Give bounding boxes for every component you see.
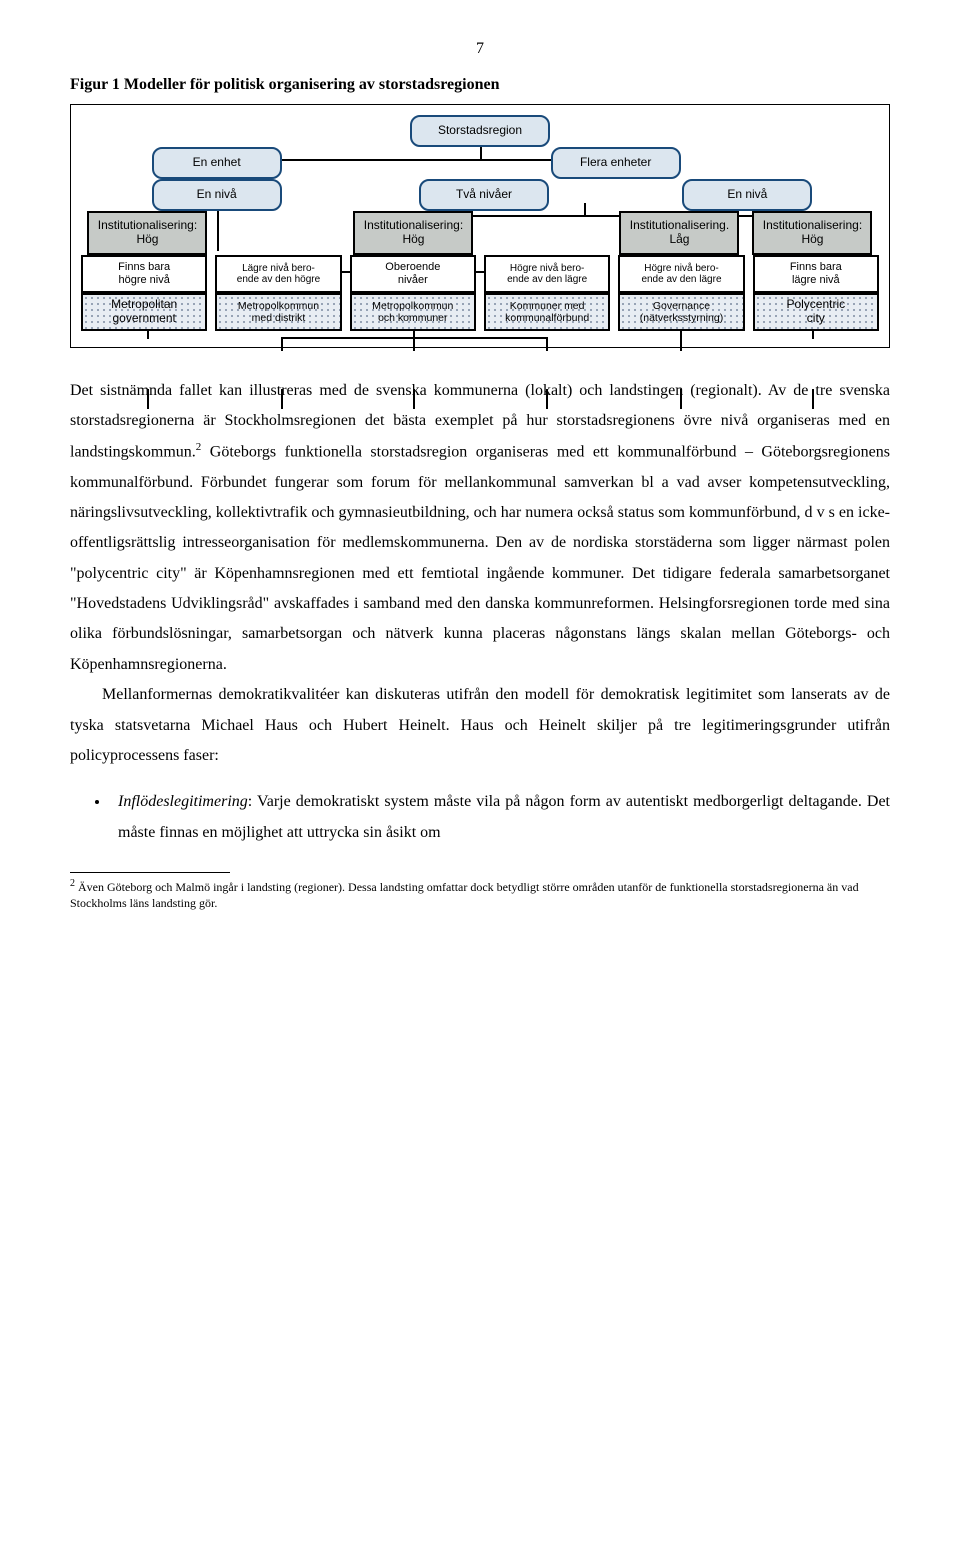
node-finns-lagre: Finns baralägre nivå	[753, 255, 879, 293]
leaf-metro-distrikt: Metropolkommunmed distrikt	[215, 293, 341, 331]
node-oberoende: Oberoendenivåer	[350, 255, 476, 293]
leaf-governance: Governance(nätverksstyrning)	[618, 293, 744, 331]
node-en-enhet: En enhet	[152, 147, 282, 179]
bullet-emph: Inflödeslegitimering	[118, 793, 248, 810]
page-number: 7	[70, 40, 890, 58]
body-paragraph-2: Mellanformernas demokratikvalitéer kan d…	[70, 680, 890, 771]
leaf-metro-kommuner: Metropolkommunoch kommuner	[350, 293, 476, 331]
diagram: Storstadsregion En enhet Flera enheter E…	[81, 115, 879, 331]
node-inst-2: Institutionalisering:Hög	[353, 211, 473, 255]
node-tva-nivaer: Två nivåer	[419, 179, 549, 211]
node-hogre-bero-2: Högre nivå bero-ende av den lägre	[618, 255, 744, 293]
leaf-metro-gov: Metropolitangovernment	[81, 293, 207, 331]
node-root: Storstadsregion	[410, 115, 550, 147]
diagram-frame: Storstadsregion En enhet Flera enheter E…	[70, 104, 890, 348]
node-inst-1: Institutionalisering:Hög	[87, 211, 207, 255]
bullet-list: Inflödeslegitimering: Varje demokratiskt…	[110, 787, 890, 848]
node-flera-enheter: Flera enheter	[551, 147, 681, 179]
node-inst-3: Institutionalisering.Låg	[619, 211, 739, 255]
node-hogre-bero-1: Högre nivå bero-ende av den lägre	[484, 255, 610, 293]
para1-part2: Göteborgs funktionella storstadsregion o…	[70, 443, 890, 673]
leaf-kommunalforbund: Kommuner medkommunalförbund	[484, 293, 610, 331]
footnote: 2 Även Göteborg och Malmö ingår i landst…	[70, 877, 890, 911]
footnote-rule	[70, 872, 230, 873]
leaf-polycentric: Polycentriccity	[753, 293, 879, 331]
bullet-item: Inflödeslegitimering: Varje demokratiskt…	[110, 787, 890, 848]
node-en-niva-left: En nivå	[152, 179, 282, 211]
node-en-niva-right: En nivå	[682, 179, 812, 211]
figure-title: Figur 1 Modeller för politisk organiseri…	[70, 76, 890, 94]
node-finns-hogre: Finns barahögre nivå	[81, 255, 207, 293]
node-inst-4: Institutionalisering:Hög	[752, 211, 872, 255]
node-lagre-beroende: Lägre nivå bero-ende av den högre	[215, 255, 341, 293]
footnote-text: Även Göteborg och Malmö ingår i landstin…	[70, 880, 859, 910]
body-paragraph-1: Det sistnämnda fallet kan illustreras me…	[70, 376, 890, 771]
